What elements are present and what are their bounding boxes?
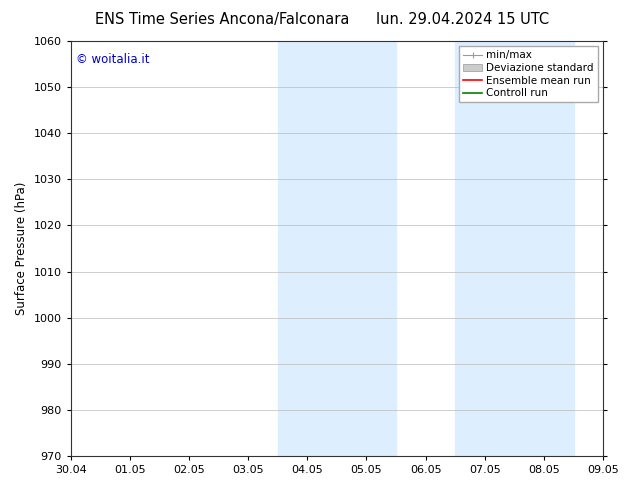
Bar: [278, 41, 396, 456]
Text: lun. 29.04.2024 15 UTC: lun. 29.04.2024 15 UTC: [376, 12, 550, 27]
Y-axis label: Surface Pressure (hPa): Surface Pressure (hPa): [15, 182, 28, 315]
Text: ENS Time Series Ancona/Falconara: ENS Time Series Ancona/Falconara: [94, 12, 349, 27]
Bar: [455, 41, 574, 456]
Text: © woitalia.it: © woitalia.it: [76, 53, 150, 67]
Legend: min/max, Deviazione standard, Ensemble mean run, Controll run: min/max, Deviazione standard, Ensemble m…: [459, 46, 598, 102]
